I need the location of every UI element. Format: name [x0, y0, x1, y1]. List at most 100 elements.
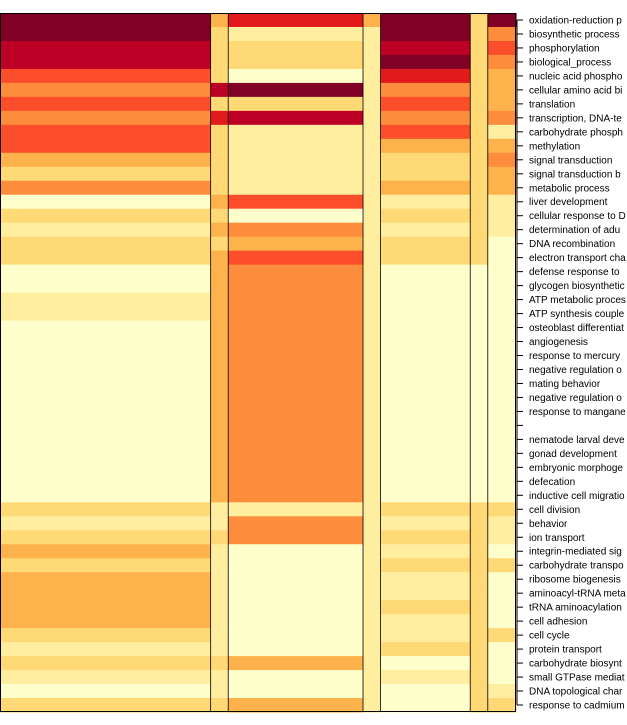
heatmap-cell [470, 306, 489, 322]
heatmap-cell [228, 138, 364, 154]
heatmap-cell [470, 110, 489, 126]
heatmap-cell [487, 236, 517, 252]
row-label: nematode larval deve [529, 435, 625, 446]
heatmap-cell [380, 656, 471, 671]
heatmap-cell [0, 68, 212, 84]
heatmap-cell [470, 390, 489, 406]
heatmap-cell [0, 446, 212, 461]
heatmap-cell [228, 250, 364, 266]
heatmap-cell [210, 488, 229, 503]
heatmap-cell [380, 138, 471, 154]
heatmap-cell [487, 334, 517, 350]
heatmap-cell [470, 278, 489, 294]
heatmap-cell [210, 460, 229, 475]
heatmap-cell [210, 264, 229, 280]
heatmap-cell [210, 306, 229, 322]
heatmap-cell [210, 586, 229, 601]
heatmap-cell [0, 516, 212, 531]
heatmap-cell [210, 40, 229, 56]
row-label: phosphorylation [529, 43, 600, 54]
row-label: ATP metabolic proces [529, 295, 626, 306]
heatmap-cell [210, 656, 229, 671]
row-label: DNA recombination [529, 239, 615, 250]
heatmap-cell [380, 334, 471, 350]
heatmap-cell [363, 656, 382, 671]
heatmap-cell [228, 334, 364, 350]
heatmap-cell [470, 250, 489, 266]
heatmap-cell [380, 54, 471, 70]
row-label: liver development [529, 197, 608, 208]
heatmap-cell [470, 26, 489, 42]
heatmap-cells [0, 13, 517, 713]
heatmap-cell [210, 278, 229, 294]
heatmap-cell [210, 82, 229, 98]
heatmap-cell [0, 348, 212, 364]
heatmap-cell [380, 698, 471, 713]
heatmap-cell [228, 642, 364, 657]
heatmap-cell [0, 152, 212, 168]
heatmap-cell [470, 152, 489, 168]
heatmap-cell [363, 306, 382, 322]
heatmap-cell [228, 628, 364, 643]
heatmap-cell [228, 614, 364, 629]
heatmap-cell [228, 404, 364, 420]
heatmap-cell [210, 26, 229, 42]
heatmap-cell [470, 222, 489, 238]
heatmap-cell [0, 250, 212, 266]
heatmap-cell [210, 530, 229, 545]
heatmap-cell [380, 474, 471, 489]
heatmap-cell [0, 292, 212, 308]
heatmap-cell [0, 180, 212, 196]
row-label: osteoblast differentiat [529, 323, 624, 334]
heatmap-cell [0, 362, 212, 378]
heatmap-cell [487, 54, 517, 70]
heatmap-cell [363, 488, 382, 503]
heatmap-cell [228, 292, 364, 308]
heatmap-cell [380, 446, 471, 461]
heatmap-cell [210, 516, 229, 531]
heatmap-cell [487, 600, 517, 615]
heatmap-cell [363, 418, 382, 433]
heatmap-cell [0, 432, 212, 447]
row-label: oxidation-reduction p [529, 15, 622, 26]
heatmap-cell [228, 460, 364, 475]
heatmap-cell [228, 124, 364, 140]
heatmap-cell [487, 446, 517, 461]
row-label: small GTPase mediat [529, 673, 625, 684]
heatmap-cell [363, 194, 382, 210]
heatmap-cell [380, 600, 471, 615]
heatmap-cell [210, 376, 229, 392]
heatmap-cell [380, 180, 471, 196]
row-label: glycogen biosynthetic [529, 281, 625, 292]
heatmap-cell [0, 544, 212, 559]
heatmap-cell [210, 670, 229, 685]
heatmap-cell [487, 642, 517, 657]
heatmap-cell [363, 502, 382, 517]
heatmap-cell [470, 376, 489, 392]
heatmap-cell [0, 404, 212, 420]
heatmap-cell [210, 404, 229, 420]
heatmap-cell [363, 334, 382, 350]
heatmap-cell [470, 530, 489, 545]
row-label: DNA topological char [529, 687, 623, 698]
heatmap-cell [470, 68, 489, 84]
heatmap-cell [0, 222, 212, 238]
heatmap-cell [210, 642, 229, 657]
row-axis [516, 19, 523, 706]
heatmap-cell [228, 208, 364, 224]
heatmap-cell [380, 306, 471, 322]
heatmap-cell [487, 68, 517, 84]
heatmap-cell [470, 446, 489, 461]
heatmap-cell [363, 376, 382, 392]
heatmap-cell [228, 600, 364, 615]
heatmap-cell [470, 474, 489, 489]
heatmap-cell [0, 13, 212, 28]
heatmap-cell [363, 26, 382, 42]
heatmap-cell [0, 460, 212, 475]
heatmap-cell [228, 558, 364, 573]
row-label: tRNA aminoacylation [529, 603, 622, 614]
row-label: carbohydrate biosynt [529, 659, 622, 670]
heatmap-cell [380, 68, 471, 84]
heatmap-cell [487, 222, 517, 238]
heatmap-cell [0, 96, 212, 112]
